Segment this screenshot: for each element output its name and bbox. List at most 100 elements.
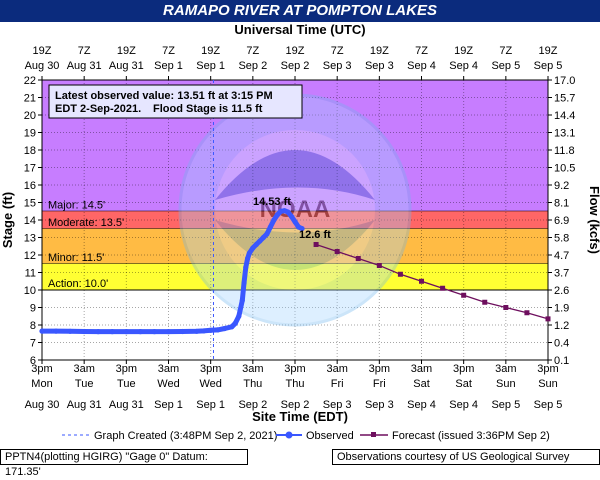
forecast-point	[545, 316, 551, 322]
x-tick-date: Sep 4	[407, 399, 436, 411]
top-tick-date: Aug 31	[67, 60, 102, 72]
observed-point	[250, 245, 256, 251]
forecast-point	[376, 263, 382, 268]
flow-tick-label: 0.4	[554, 338, 569, 350]
observed-point	[123, 329, 129, 335]
observed-point	[271, 217, 277, 223]
top-tick-z: 7Z	[246, 45, 259, 57]
top-tick-date: Sep 1	[196, 60, 225, 72]
legend-forecast-text: Forecast (issued 3:36PM Sep 2)	[392, 430, 550, 442]
top-tick-z: 19Z	[370, 45, 389, 57]
top-tick-date: Sep 5	[534, 60, 563, 72]
y-tick-label: 9	[30, 303, 36, 315]
top-tick-z: 19Z	[286, 45, 305, 57]
right-axis-title: Flow (kcfs)	[587, 186, 600, 254]
forecast-point	[334, 249, 340, 254]
flow-tick-label: 5.8	[554, 233, 569, 245]
observed-point	[267, 224, 274, 230]
y-tick-label: 8	[30, 320, 36, 332]
y-tick-label: 17	[24, 163, 36, 175]
top-tick-date: Sep 2	[238, 60, 267, 72]
footer-credit: Observations courtesy of US Geological S…	[332, 449, 600, 465]
observed-point	[232, 320, 238, 326]
forecast-point	[503, 305, 509, 310]
observed-point	[253, 241, 259, 248]
noaa-seal-watermark: NOAA	[178, 93, 412, 327]
flow-tick-label: 3.7	[554, 268, 569, 280]
flow-tick-label: 6.9	[554, 215, 569, 227]
flow-tick-label: 9.2	[554, 180, 569, 192]
top-tick-z: 7Z	[331, 45, 344, 57]
flow-tick-label: 1.2	[554, 320, 569, 332]
band-minor	[42, 228, 548, 264]
x-tick-date: Sep 4	[449, 399, 478, 411]
x-tick-time: 3pm	[453, 363, 474, 375]
observed-point	[264, 231, 270, 237]
flow-tick-label: 17.0	[554, 75, 575, 87]
info-line1: Latest observed value: 13.51 ft at 3:15 …	[55, 90, 273, 102]
x-tick-day: Fri	[373, 378, 386, 390]
threshold-label-minor: Minor: 11.5'	[48, 252, 104, 264]
top-tick-z: 19Z	[33, 45, 52, 57]
observed-point	[215, 327, 221, 333]
x-tick-date: Aug 30	[25, 399, 60, 411]
legend-observed-text: Observed	[306, 430, 354, 442]
flow-tick-label: 4.7	[554, 250, 569, 262]
y-tick-label: 14	[24, 215, 36, 227]
x-tick-date: Sep 1	[196, 399, 225, 411]
forecast-point	[419, 278, 424, 284]
forecast-point	[313, 242, 319, 247]
observed-point	[292, 219, 298, 225]
info-box: Latest observed value: 13.51 ft at 3:15 …	[48, 84, 303, 119]
info-line2a: EDT 2-Sep-2021.	[55, 103, 141, 115]
observed-point	[194, 328, 200, 334]
forecast-point	[355, 256, 361, 261]
threshold-label-moderate: Moderate: 13.5'	[48, 217, 124, 229]
x-tick-date: Sep 5	[491, 399, 520, 411]
top-tick-z: 7Z	[78, 45, 91, 57]
x-tick-date: Sep 1	[154, 399, 183, 411]
forecast-point	[524, 310, 530, 316]
flow-tick-label: 11.8	[554, 145, 575, 157]
x-tick-time: 3pm	[116, 363, 137, 375]
top-tick-z: 19Z	[454, 45, 473, 57]
top-tick-z: 19Z	[539, 45, 558, 57]
flow-tick-label: 15.7	[554, 93, 575, 105]
x-tick-date: Sep 3	[365, 399, 394, 411]
x-tick-time: 3am	[158, 363, 179, 375]
x-tick-day: Sat	[455, 378, 472, 390]
observed-point	[81, 328, 87, 335]
forecast-point	[461, 292, 467, 298]
y-tick-label: 11	[25, 268, 36, 280]
bottom-axis-title: Site Time (EDT)	[252, 409, 348, 424]
top-tick-date: Sep 3	[323, 60, 352, 72]
top-axis-title: Universal Time (UTC)	[234, 22, 365, 37]
forecast-point	[397, 271, 403, 277]
observed-point	[299, 225, 305, 232]
observed-point	[229, 324, 235, 330]
y-tick-label: 19	[24, 128, 36, 140]
flow-tick-label: 2.6	[554, 285, 569, 297]
y-tick-label: 16	[24, 180, 36, 192]
top-tick-date: Sep 5	[491, 60, 520, 72]
flow-tick-label: 1.9	[554, 303, 569, 315]
legend: Graph Created (3:48PM Sep 2, 2021) Obser…	[62, 430, 550, 442]
top-tick-date: Sep 4	[449, 60, 478, 72]
observed-point	[95, 329, 101, 335]
top-tick-z: 7Z	[162, 45, 175, 57]
x-tick-day: Mon	[31, 378, 52, 390]
observed-point	[208, 327, 214, 333]
hydrograph-chart: Major: 14.5' Moderate: 13.5' Minor: 11.5' A…	[0, 22, 600, 442]
flow-tick-label: 10.5	[554, 163, 575, 175]
observed-point	[239, 297, 245, 304]
top-tick-date: Aug 30	[25, 60, 60, 72]
forecast-point	[482, 299, 488, 305]
y-tick-label: 20	[24, 110, 36, 122]
x-tick-day: Wed	[157, 378, 179, 390]
y-tick-label: 21	[24, 93, 36, 105]
y-tick-label: 10	[24, 285, 36, 297]
y-tick-label: 13	[24, 233, 36, 245]
top-tick-z: 19Z	[201, 45, 220, 57]
top-tick-date: Sep 3	[365, 60, 394, 72]
observed-point	[244, 255, 251, 262]
